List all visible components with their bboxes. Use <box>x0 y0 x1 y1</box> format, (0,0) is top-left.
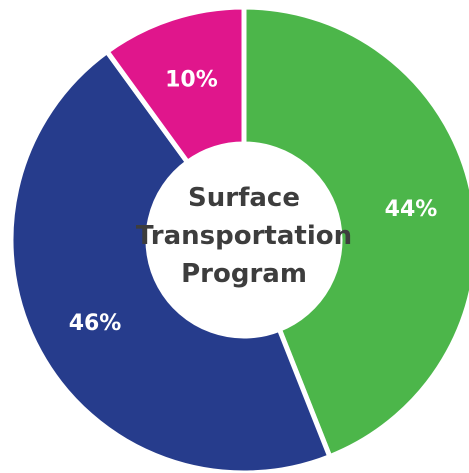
donut-slice-blue <box>8 48 333 473</box>
center-label-line-1: Surface <box>188 183 300 213</box>
center-label-line-2: Transportation <box>136 221 352 251</box>
donut-center-label: Surface Transportation Program <box>136 183 352 289</box>
donut-slice-magenta <box>104 4 247 165</box>
slice-label-green: 44% <box>385 197 438 222</box>
donut-slices <box>8 4 469 473</box>
slice-label-blue: 46% <box>69 311 122 336</box>
donut-slice-green <box>241 4 469 460</box>
slice-label-magenta: 10% <box>165 67 218 92</box>
donut-slice-labels: 44% 46% 10% <box>69 67 438 336</box>
center-label-line-3: Program <box>181 259 307 289</box>
